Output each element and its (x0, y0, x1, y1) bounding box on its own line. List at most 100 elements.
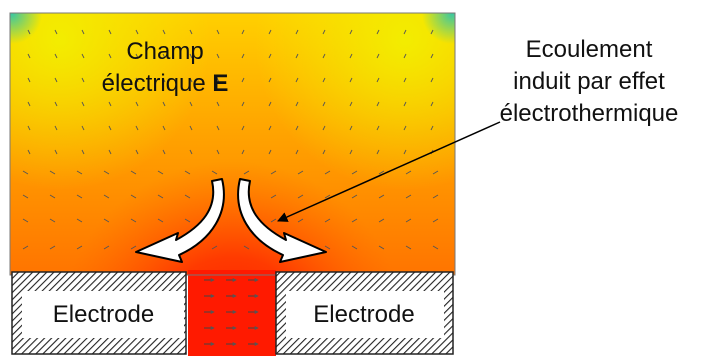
velocity-vector (295, 29, 299, 35)
velocity-vector (189, 77, 193, 83)
velocity-vector (430, 77, 434, 83)
velocity-vector (430, 125, 434, 131)
velocity-vector (76, 245, 83, 250)
velocity-vector (324, 218, 331, 223)
velocity-vector-field (22, 29, 439, 346)
velocity-vector (81, 101, 85, 107)
velocity-vector (135, 125, 139, 131)
velocity-vector (351, 218, 358, 223)
velocity-vector (295, 53, 299, 59)
electrode-left-label: Electrode (52, 301, 155, 328)
velocity-vector (351, 194, 358, 199)
velocity-vector (405, 194, 412, 199)
velocity-vector (108, 125, 112, 131)
velocity-vector (135, 101, 139, 107)
velocity-vector (54, 53, 58, 59)
velocity-vector (241, 77, 245, 83)
velocity-vector (403, 53, 407, 59)
velocity-vector (108, 149, 112, 155)
velocity-vector (103, 170, 110, 175)
velocity-vector (189, 125, 193, 131)
velocity-vector (216, 125, 220, 131)
velocity-vector (432, 170, 439, 175)
velocity-vector (322, 77, 326, 83)
velocity-vector (27, 149, 31, 155)
velocity-vector (430, 29, 434, 35)
velocity-vector (295, 101, 299, 107)
velocity-vector (376, 125, 380, 131)
velocity-vector (216, 101, 220, 107)
velocity-vector (103, 245, 110, 250)
velocity-vector (241, 29, 245, 35)
velocity-vector (432, 218, 439, 223)
velocity-vector (322, 101, 326, 107)
velocity-vector (108, 101, 112, 107)
velocity-vector (349, 101, 353, 107)
velocity-vector (403, 125, 407, 131)
pointer-arrow-icon (277, 121, 501, 222)
velocity-vector (130, 218, 137, 223)
field-domain (9, 12, 456, 356)
velocity-vector (189, 53, 193, 59)
velocity-vector (27, 125, 31, 131)
velocity-vector (270, 170, 277, 175)
velocity-vector (27, 53, 31, 59)
velocity-vector (157, 194, 164, 199)
flow-label-line3: électrothermique (499, 100, 679, 127)
electrode-right-label: Electrode (313, 301, 415, 328)
velocity-vector (130, 194, 137, 199)
velocity-vector (268, 149, 272, 155)
velocity-vector (268, 101, 272, 107)
velocity-vector (76, 194, 83, 199)
velocity-vector (405, 170, 412, 175)
velocity-vector (184, 194, 191, 199)
velocity-vector (184, 218, 191, 223)
field-symbol: E (212, 70, 229, 97)
velocity-vector (49, 245, 56, 250)
velocity-vector (189, 101, 193, 107)
velocity-vector (349, 125, 353, 131)
velocity-vector (268, 77, 272, 83)
velocity-vector (349, 29, 353, 35)
velocity-vector (211, 170, 218, 175)
curved-flow-arrow-icon (237, 178, 327, 263)
field-label-line2: électrique E (101, 70, 229, 97)
velocity-vector (376, 149, 380, 155)
velocity-vector (162, 125, 166, 131)
velocity-vector (189, 29, 193, 35)
velocity-vector (322, 53, 326, 59)
flow-label-line1: Ecoulement (525, 36, 653, 63)
velocity-vector (54, 149, 58, 155)
electrode-left (11, 271, 187, 355)
velocity-vector (130, 245, 137, 250)
velocity-vector (54, 77, 58, 83)
velocity-vector (81, 77, 85, 83)
velocity-vector (403, 29, 407, 35)
electrothermal-flow-label: Ecoulement induit par effet électrotherm… (458, 34, 720, 130)
velocity-vector (49, 194, 56, 199)
velocity-vector (295, 149, 299, 155)
velocity-vector (211, 245, 218, 250)
velocity-vector (405, 245, 412, 250)
velocity-vector (108, 77, 112, 83)
curved-flow-arrow-icon (135, 178, 225, 263)
velocity-vector (243, 170, 250, 175)
velocity-vector (135, 149, 139, 155)
velocity-vector (268, 53, 272, 59)
velocity-vector (378, 218, 385, 223)
velocity-vector (376, 77, 380, 83)
field-label-line1: Champ (126, 38, 204, 65)
velocity-vector (376, 53, 380, 59)
velocity-vector (108, 53, 112, 59)
velocity-vector (405, 218, 412, 223)
velocity-vector (189, 149, 193, 155)
velocity-vector (376, 29, 380, 35)
velocity-vector (76, 170, 83, 175)
velocity-vector (184, 170, 191, 175)
velocity-vector (403, 149, 407, 155)
velocity-vector (322, 125, 326, 131)
velocity-vector (22, 218, 29, 223)
velocity-vector (54, 125, 58, 131)
velocity-vector (403, 77, 407, 83)
velocity-vector (81, 149, 85, 155)
